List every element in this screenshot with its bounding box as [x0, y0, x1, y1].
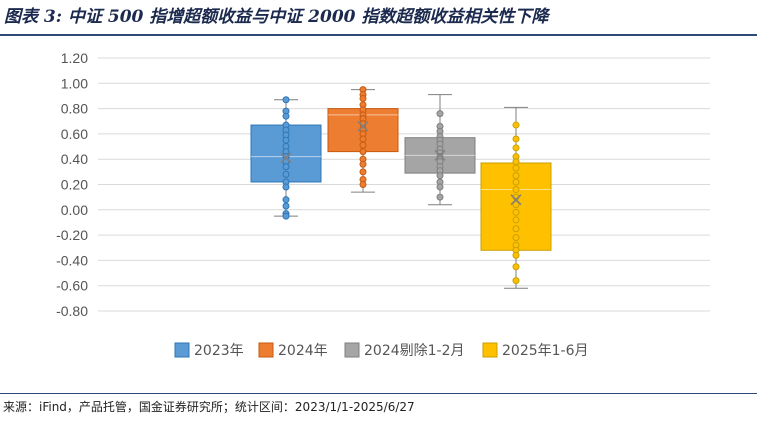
y-tick-label: 0.20: [61, 177, 88, 193]
data-point: [282, 212, 290, 220]
data-point: [282, 202, 290, 210]
data-point: [282, 163, 290, 171]
legend-item-1: 2023年: [174, 342, 244, 359]
data-point: [512, 172, 520, 180]
data-point: [512, 277, 520, 285]
data-point: [512, 186, 520, 194]
y-tick-label: -0.20: [56, 227, 88, 243]
y-tick-label: 0.40: [61, 151, 88, 167]
data-point: [436, 110, 444, 118]
mean-marker: [510, 194, 522, 206]
data-point: [282, 96, 290, 104]
data-point: [359, 94, 367, 102]
legend-item-4: 2025年1-6月: [482, 342, 589, 359]
legend-label: 2025年1-6月: [502, 343, 589, 359]
legend-item-2: 2024年: [258, 342, 328, 359]
y-tick-label: 0.60: [61, 126, 88, 142]
y-tick-label: -0.40: [56, 252, 88, 268]
legend-swatch: [258, 342, 274, 358]
data-point: [436, 183, 444, 191]
data-point: [512, 225, 520, 233]
title-divider: [0, 34, 757, 36]
data-point: [359, 160, 367, 168]
legend-label: 2024剔除1-2月: [364, 343, 465, 359]
mean-marker: [434, 149, 446, 161]
legend-label: 2023年: [194, 343, 244, 359]
data-point: [282, 183, 290, 191]
source-note: 来源：iFind，产品托管，国金证券研究所；统计区间：2023/1/1-2025…: [3, 400, 415, 414]
mean-marker: [280, 152, 292, 164]
data-point: [512, 216, 520, 224]
y-tick-label: -0.60: [56, 278, 88, 294]
legend-swatch: [482, 342, 498, 358]
data-point: [282, 136, 290, 144]
grid-lines: [98, 57, 710, 312]
data-point: [512, 251, 520, 259]
boxes: [250, 86, 552, 289]
legend: 2023年 2024年 2024剔除1-2月 2025年1-6月: [174, 342, 589, 359]
data-point: [512, 178, 520, 186]
y-axis-ticks: -0.80 -0.60 -0.40 -0.20 0.00 0.20 0.40 0.60 0.80…: [56, 50, 88, 319]
legend-item-3: 2024剔除1-2月: [344, 342, 465, 359]
data-point: [359, 148, 367, 156]
data-point: [282, 196, 290, 204]
data-point: [436, 193, 444, 201]
y-tick-label: 0.80: [61, 101, 88, 117]
box-1: [250, 96, 322, 220]
legend-label: 2024年: [278, 343, 328, 359]
data-point: [359, 168, 367, 176]
data-point: [436, 172, 444, 180]
data-point: [359, 181, 367, 188]
y-tick-label: 0.00: [61, 202, 88, 218]
y-tick-label: 1.00: [61, 75, 88, 91]
chart-title: 图表 3: 中证 500 指增超额收益与中证 2000 指数超额收益相关性下降: [4, 7, 549, 27]
data-point: [512, 135, 520, 143]
mean-marker: [357, 120, 369, 132]
data-point: [282, 112, 290, 120]
y-tick-label: -0.80: [56, 303, 88, 319]
legend-swatch: [344, 342, 360, 358]
data-point: [512, 263, 520, 271]
box-3: [404, 94, 476, 206]
source-divider: [0, 393, 757, 394]
data-point: [512, 201, 520, 209]
data-point: [512, 121, 520, 129]
box-4: [480, 106, 552, 289]
data-point: [512, 234, 520, 242]
data-point: [512, 208, 520, 216]
data-point: [512, 164, 520, 172]
legend-swatch: [174, 342, 190, 358]
box-2: [327, 86, 399, 193]
data-point: [512, 158, 520, 166]
data-point: [282, 170, 290, 178]
data-point: [512, 144, 520, 152]
data-point: [359, 141, 367, 149]
data-point: [359, 135, 367, 143]
y-tick-label: 1.20: [61, 50, 88, 66]
